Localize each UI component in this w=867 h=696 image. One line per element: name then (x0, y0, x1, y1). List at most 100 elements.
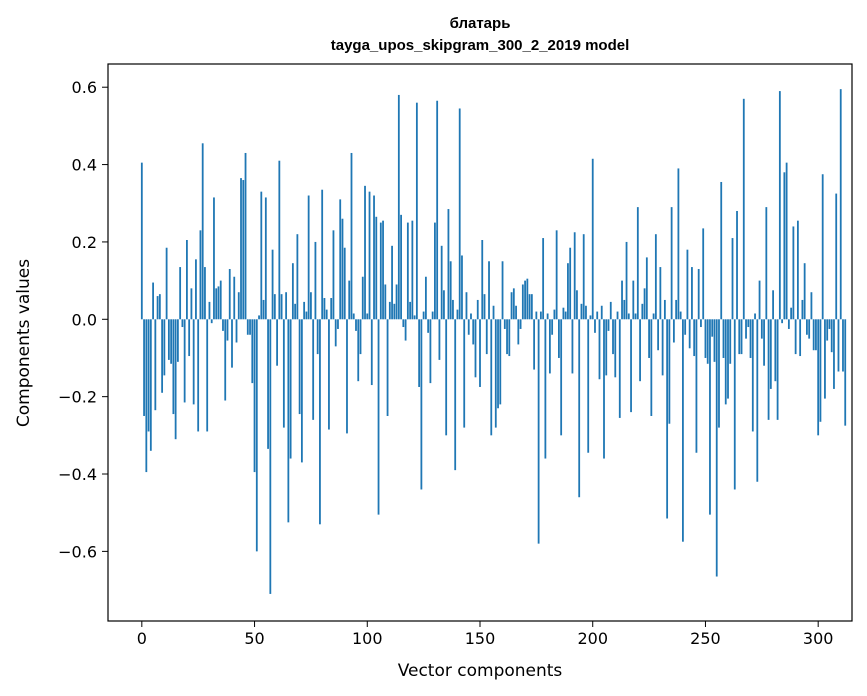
bar (163, 319, 166, 376)
bar (774, 319, 777, 382)
bar (691, 267, 693, 320)
bar (233, 276, 236, 320)
bar (612, 319, 614, 355)
bar (424, 276, 427, 320)
bar (316, 319, 319, 355)
bar (269, 319, 272, 594)
bar (413, 315, 416, 320)
bar (790, 307, 793, 320)
bar (670, 207, 673, 320)
bar (666, 319, 669, 519)
bar (208, 301, 211, 320)
bar (314, 241, 317, 320)
bar (501, 261, 504, 320)
bar (679, 311, 682, 320)
bar (359, 319, 362, 355)
bar (352, 313, 355, 320)
bar (273, 294, 276, 320)
x-axis-ticks: 0 50 100 150 200 250 300 (137, 621, 833, 648)
bar (808, 319, 811, 339)
bar (167, 319, 170, 360)
bar (429, 319, 432, 384)
bar (307, 195, 310, 320)
bar (740, 319, 743, 355)
y-tick-label: −0.6 (58, 542, 97, 561)
bar (346, 319, 348, 434)
bar (364, 185, 366, 320)
bar (521, 284, 524, 320)
bar (787, 319, 790, 329)
bar (334, 319, 337, 347)
bar (826, 319, 829, 341)
bar (418, 319, 421, 387)
bar (434, 222, 436, 320)
bar (357, 319, 360, 382)
bar (533, 319, 536, 370)
bar (747, 319, 750, 328)
bar (264, 197, 267, 320)
bar (548, 319, 551, 374)
bar (614, 319, 617, 378)
y-axis-ticks: −0.6 −0.4 −0.2 0.0 0.2 0.4 0.6 (58, 78, 108, 561)
bar (287, 319, 290, 523)
bar (215, 288, 218, 320)
bar (702, 228, 705, 320)
bar (325, 309, 328, 320)
bar (675, 299, 678, 320)
bar (179, 267, 182, 320)
bar (427, 319, 430, 333)
bar (524, 280, 526, 320)
bar (835, 193, 838, 320)
bar (222, 319, 224, 331)
bar (174, 319, 177, 440)
bar (587, 319, 590, 453)
bar (724, 319, 727, 405)
bar (452, 299, 454, 320)
bar (242, 180, 245, 320)
bar (839, 89, 842, 320)
bar (567, 263, 569, 320)
bar (682, 319, 684, 542)
bar (255, 319, 258, 552)
bar (483, 294, 486, 320)
bar (609, 301, 612, 320)
bar (472, 319, 475, 345)
bar (546, 313, 549, 320)
bar (350, 152, 353, 320)
bar (650, 319, 653, 416)
bar (560, 319, 563, 436)
bar (285, 292, 288, 320)
bar (409, 301, 412, 320)
bar (630, 319, 632, 413)
bar (806, 319, 808, 335)
bar (621, 280, 623, 320)
bar (677, 168, 680, 320)
bar (431, 311, 434, 320)
bar (395, 284, 398, 320)
bar (341, 218, 344, 320)
bar (763, 319, 765, 366)
bar (319, 319, 321, 525)
bar (576, 290, 578, 320)
bar (201, 143, 204, 320)
bar (361, 276, 364, 320)
bar (842, 319, 844, 372)
bar (485, 319, 488, 355)
bar (291, 263, 294, 320)
bar (722, 319, 725, 358)
bar (190, 288, 193, 320)
bar (573, 232, 576, 320)
bar (465, 292, 468, 320)
bar (539, 311, 542, 320)
bar (199, 230, 202, 320)
bar (772, 290, 774, 320)
bar (594, 319, 596, 333)
bar (510, 292, 513, 320)
bar (749, 319, 752, 358)
bar (382, 220, 384, 320)
x-tick-label: 250 (690, 629, 721, 648)
bar (192, 319, 195, 405)
bar (494, 319, 497, 428)
bar (607, 319, 610, 331)
bar (758, 280, 761, 320)
